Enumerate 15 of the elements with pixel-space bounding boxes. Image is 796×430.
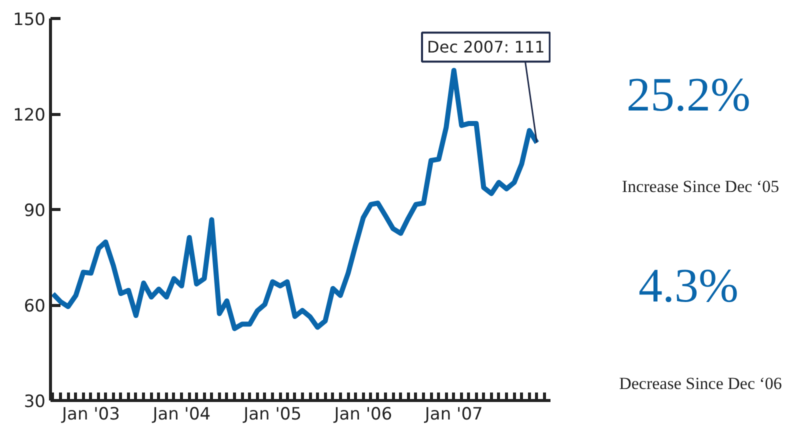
text: Decrease Since Dec ‘06 <box>619 374 782 393</box>
y-tick-label: 60 <box>24 296 46 316</box>
annotation: Dec 2007: 111 <box>427 38 545 57</box>
x-tick-label: Jan '03 <box>61 404 120 424</box>
text: Increase Since Dec ‘05 <box>622 177 780 196</box>
y-tick-label: 30 <box>24 392 46 412</box>
text: 4.3% <box>638 259 738 312</box>
x-tick-label: Jan '05 <box>242 404 302 424</box>
x-tick-label: Jan '04 <box>152 404 211 424</box>
text: 25.2% <box>626 68 750 122</box>
x-tick-label: Jan '06 <box>333 404 392 424</box>
y-tick-label: 150 <box>13 10 46 30</box>
y-tick-label: 90 <box>24 201 46 221</box>
x-tick-label: Jan '07 <box>424 404 483 424</box>
y-tick-label: 120 <box>13 106 46 126</box>
